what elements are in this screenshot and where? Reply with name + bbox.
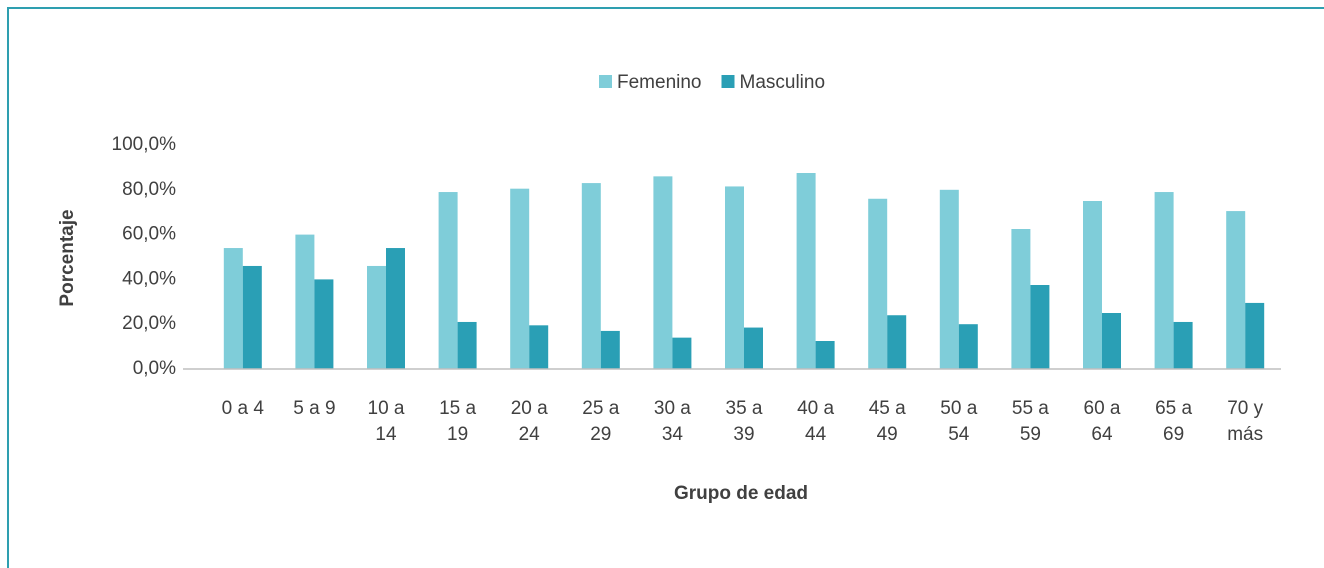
- x-axis-title: Grupo de edad: [674, 483, 808, 504]
- x-tick-label: 35 a 39: [725, 398, 763, 445]
- bar: [1226, 211, 1246, 369]
- y-tick-label: 0,0%: [133, 358, 176, 379]
- bar: [1011, 229, 1031, 369]
- y-tick-label: 20,0%: [122, 313, 176, 334]
- bar: [510, 188, 530, 369]
- bar: [939, 189, 959, 369]
- x-tick-label: 5 a 9: [293, 398, 336, 419]
- bar: [796, 173, 816, 369]
- bar: [242, 265, 262, 369]
- x-tick-label: 0 a 4: [221, 398, 264, 419]
- bar: [457, 321, 477, 369]
- x-tick-label: 15 a 19: [439, 398, 477, 445]
- bar: [958, 324, 978, 369]
- bar: [295, 234, 315, 369]
- bar: [672, 337, 692, 369]
- bar: [529, 325, 549, 369]
- legend-swatch: [721, 75, 735, 88]
- bar: [653, 176, 673, 369]
- bar: [744, 327, 763, 369]
- x-tick-label: 30 a 34: [653, 398, 691, 445]
- bar: [367, 265, 386, 369]
- x-tick-label: 60 a 64: [1083, 398, 1121, 445]
- legend-label: Masculino: [740, 72, 826, 93]
- y-tick-label: 40,0%: [122, 268, 176, 289]
- bar: [868, 198, 888, 369]
- frame: [7, 7, 1324, 568]
- bar: [1154, 192, 1174, 369]
- x-tick-label: 50 a 54: [940, 398, 978, 445]
- x-tick-label: 10 a 14: [367, 398, 405, 445]
- bar: [600, 330, 620, 369]
- bar: [581, 183, 601, 369]
- bar: [386, 248, 405, 369]
- bar: [1102, 313, 1121, 369]
- y-tick-label: 60,0%: [122, 224, 176, 245]
- y-tick-label: 100,0%: [112, 134, 177, 155]
- x-tick-label: 55 a 59: [1011, 398, 1049, 445]
- bar: [1030, 285, 1050, 369]
- bar: [1173, 321, 1193, 369]
- y-axis-title: Porcentaje: [57, 209, 78, 306]
- bar: [725, 186, 744, 369]
- x-tick-label: 25 a 29: [582, 398, 620, 445]
- bar: [1245, 302, 1265, 369]
- x-tick-label: 70 y más: [1227, 398, 1264, 445]
- legend-swatch: [599, 75, 612, 88]
- bar: [887, 315, 907, 369]
- x-tick-label: 45 a 49: [868, 398, 906, 445]
- bar: [223, 248, 243, 369]
- bar: [314, 279, 334, 369]
- y-tick-label: 80,0%: [122, 179, 176, 200]
- bar: [1083, 201, 1102, 369]
- bar: [815, 341, 835, 369]
- bar: [438, 192, 458, 369]
- x-tick-label: 40 a 44: [797, 398, 835, 445]
- x-tick-label: 20 a 24: [510, 398, 548, 445]
- legend-label: Femenino: [617, 72, 702, 93]
- x-tick-label: 65 a 69: [1155, 398, 1193, 445]
